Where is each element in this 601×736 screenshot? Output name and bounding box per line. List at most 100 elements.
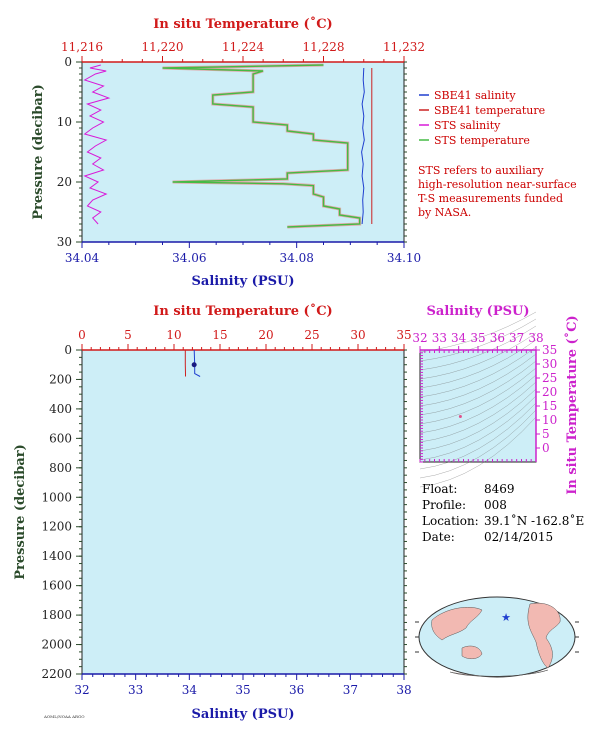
series-sts-salinity [83,64,111,225]
top-series-lines [83,63,373,229]
footer-credit: AOML/NOAA ARGO [43,714,85,719]
ts-density-contour [419,360,537,416]
ts-sal-tick-label: 32 [412,331,427,345]
sts-note: STS refers to auxiliary high-resolution … [418,164,577,219]
top-temp-tick-label: 11,232 [383,40,425,54]
ts-density-contours [419,311,537,488]
ts-temp-tick-label: 30 [542,357,557,371]
ts-sal-tick-label: 33 [432,331,447,345]
map-landmass-australia [461,645,483,659]
top-pressure-tick-label: 10 [57,115,72,129]
top-pressure-tick-label: 20 [57,175,72,189]
ts-density-contour [419,388,537,452]
bottom-series-lines [184,349,201,377]
float-info-panel: Float: 8469 Profile: 008 Location: 39.1˚N -… [422,481,584,545]
top-temp-tick-label: 11,228 [303,40,345,54]
sts-note-line-2: high-resolution near-surface [418,178,577,191]
bottom-pressure-tick-label: 600 [49,431,72,445]
bottom-sal-tick-label: 32 [74,683,89,697]
ts-density-contour [419,339,537,389]
top-plot-area [81,61,405,243]
top-temperature-axis-title: In situ Temperature (˚C) [153,16,332,32]
location-value: 39.1˚N -162.8˚E [484,514,585,528]
ts-density-contour [419,409,537,479]
bottom-plot-area [81,349,405,675]
ts-density-contour [419,346,537,398]
sts-note-line-3: T-S measurements funded [418,192,563,205]
ts-density-contour [419,416,537,488]
top-legend: SBE41 salinity SBE41 temperature STS salin… [419,89,545,147]
bottom-temp-tick-label: 10 [166,328,181,342]
date-row: Date: 02/14/2015 [422,529,584,545]
bottom-temperature-axis-title: In situ Temperature (˚C) [153,303,332,319]
bottom-pressure-tick-label: 2000 [41,638,72,652]
map-landmass-americas [527,602,561,669]
ts-density-contour [419,325,537,371]
bottom-temp-tick-label: 30 [350,328,365,342]
bottom-temp-tick-label: 35 [396,328,411,342]
bottom-temp-tick-label: 20 [258,328,273,342]
sts-note-line-4: by NASA. [418,206,471,219]
ts-temp-tick-label: 35 [542,343,557,357]
top-plot: In situ Temperature (˚C) Salinity (PSU) … [31,16,577,289]
bottom-pressure-tick-label: 400 [49,402,72,416]
bottom-plot: In situ Temperature (˚C) Salinity (PSU) … [13,303,412,722]
ts-temp-tick-label: 5 [542,427,550,441]
ts-density-contour [419,374,537,434]
date-value: 02/14/2015 [484,530,554,544]
float-location-marker-icon: ★ [501,611,511,624]
bottom-pressure-tick-label: 1400 [41,549,72,563]
profile-value: 008 [484,498,507,512]
top-sal-tick-label: 34.04 [65,251,100,265]
ts-salinity-axis-title: Salinity (PSU) [427,304,530,319]
bottom-pressure-tick-label: 1600 [41,579,72,593]
bottom-sal-tick-label: 36 [289,683,304,697]
bottom-sal-tick-label: 34 [182,683,198,697]
bottom-series-salinity [193,349,201,377]
ts-point [458,415,462,419]
bottom-sal-tick-label: 33 [128,683,143,697]
location-row: Location: 39.1˚N -162.8˚E [422,513,584,529]
ts-temperature-axis-title: In situ Temperature (˚C) [564,315,580,494]
series-sts-temperature [162,64,361,228]
top-sal-tick-label: 34.08 [279,251,313,265]
bottom-temp-tick-label: 25 [304,328,319,342]
top-salinity-axis-title: Salinity (PSU) [192,274,295,289]
float-label: Float: [422,482,458,496]
bottom-temp-tick-label: 15 [212,328,227,342]
ts-temp-tick-label: 10 [542,413,557,427]
profile-label: Profile: [422,498,467,512]
legend-label: STS temperature [434,134,530,147]
bottom-pressure-tick-label: 1200 [41,520,72,534]
bottom-pressure-tick-label: 1000 [41,490,72,504]
ts-sal-tick-label: 34 [451,331,467,345]
bottom-pressure-tick-label: 1800 [41,608,72,622]
ts-diagram: Salinity (PSU) In situ Temperature (˚C) … [412,304,580,495]
legend-label: STS salinity [434,119,501,132]
bottom-sal-tick-label: 38 [396,683,411,697]
bottom-pressure-tick-label: 800 [49,461,72,475]
bottom-salinity-axis-title: Salinity (PSU) [192,707,295,722]
bottom-pressure-tick-label: 0 [64,343,72,357]
location-label: Location: [422,514,479,528]
float-value: 8469 [484,482,515,496]
ts-sal-tick-label: 36 [490,331,505,345]
ts-density-contour [419,381,537,443]
bottom-pressure-axis-title: Pressure (decibar) [13,444,28,580]
float-id-row: Float: 8469 [422,481,584,497]
ts-density-contour [419,402,537,470]
top-temp-tick-label: 11,220 [142,40,184,54]
bottom-profile-marker [191,362,197,368]
map-landmass-asia [431,607,483,641]
ts-temp-tick-label: 25 [542,371,557,385]
ts-sal-tick-label: 37 [509,331,524,345]
bottom-temp-tick-label: 5 [124,328,132,342]
ts-points [458,415,462,419]
ts-density-contour [419,395,537,461]
ts-density-contour [419,318,537,362]
bottom-pressure-tick-label: 2200 [41,667,72,681]
top-sal-tick-label: 34.06 [172,251,206,265]
ts-sal-tick-label: 35 [470,331,485,345]
world-map: ★ [415,596,579,678]
